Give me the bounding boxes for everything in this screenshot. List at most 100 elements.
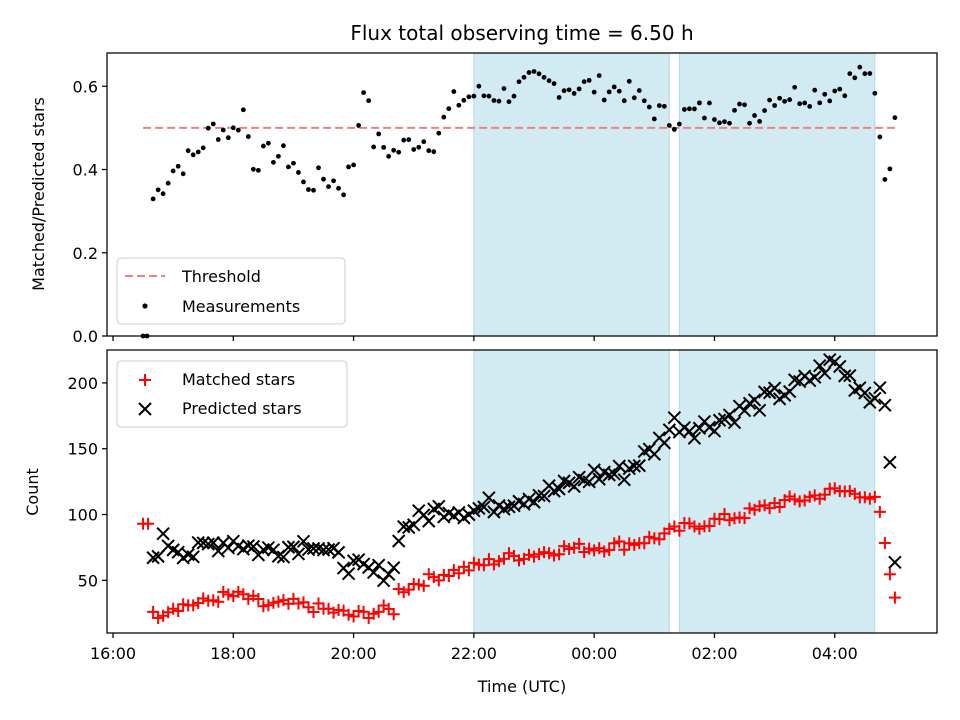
bottom-y-axis-label: Count <box>23 468 42 516</box>
predicted-star-marker <box>206 536 220 550</box>
predicted-star-marker <box>331 545 346 560</box>
predicted-star-marker <box>782 384 797 399</box>
predicted-star-marker <box>632 458 646 473</box>
predicted-star-marker-b <box>737 403 752 418</box>
measurement-point <box>200 145 206 151</box>
matched-star-marker <box>758 499 771 512</box>
predicted-star-marker <box>281 540 296 554</box>
matched-star-marker <box>212 595 225 608</box>
matched-star-marker <box>718 508 731 521</box>
predicted-star-marker-b <box>527 495 541 509</box>
matched-star-marker <box>783 490 796 503</box>
measurement-point <box>531 69 537 74</box>
matched-star-marker <box>432 574 445 587</box>
predicted-star-marker <box>752 403 767 418</box>
measurements-legend-label: Measurements <box>182 297 300 316</box>
matched-star-marker <box>387 608 400 621</box>
predicted-star-marker-b <box>291 547 306 561</box>
measurement-point <box>777 95 783 101</box>
matched-star-marker <box>543 547 556 560</box>
predicted-star-marker-b <box>211 544 225 558</box>
measurement-point <box>190 152 196 158</box>
x-tick-label: 16:00 <box>90 644 136 663</box>
bottom-axes-frame <box>106 349 938 634</box>
top-shaded-intervals <box>473 52 876 337</box>
matched-star-marker <box>868 490 881 503</box>
measurement-point <box>486 93 492 99</box>
measurement-point <box>802 100 808 106</box>
matched-star-marker <box>588 544 601 557</box>
measurement-point <box>165 180 171 186</box>
predicted-star-marker <box>266 543 281 557</box>
y-tick-label: 0.6 <box>73 77 98 96</box>
matched-star-marker <box>372 605 385 618</box>
predicted-star-marker-b <box>868 391 882 406</box>
predicted-star-marker <box>276 550 291 564</box>
measurement-point <box>260 143 266 149</box>
top-panel: 0.0 0.2 0.4 0.6 Matched/Predicted stars Thr… <box>29 52 938 346</box>
predicted-star-marker <box>502 500 516 514</box>
measurement-point <box>476 83 482 89</box>
matched-star-marker <box>598 545 611 558</box>
measurement-point <box>255 167 261 173</box>
predicted-star-marker-b <box>883 455 897 469</box>
measurement-point <box>170 168 176 174</box>
measurement-point <box>812 87 818 93</box>
measurement-point <box>651 116 657 122</box>
matched-legend-swatch <box>139 374 151 386</box>
predicted-star-marker-b <box>687 431 702 445</box>
predicted-star-marker <box>381 567 396 582</box>
measurement-point <box>687 106 692 112</box>
top-y-ticks: 0.0 0.2 0.4 0.6 <box>73 77 107 346</box>
predicted-star-marker-b <box>858 386 872 400</box>
matched-star-marker <box>417 579 430 592</box>
predicted-star-marker-b <box>757 385 772 399</box>
measurement-point <box>391 147 397 153</box>
measurement-point <box>797 101 803 107</box>
matched-star-marker <box>482 553 495 566</box>
measurement-point <box>225 135 231 141</box>
measurement-point <box>782 98 788 104</box>
predicted-star-marker-b <box>657 436 672 450</box>
matched-star-marker <box>197 592 210 605</box>
matched-star-marker <box>467 556 480 569</box>
matched-star-marker <box>207 594 220 607</box>
predicted-star-marker-b <box>346 554 361 568</box>
predicted-star-marker-b <box>281 540 296 554</box>
matched-star-marker <box>367 607 380 620</box>
predicted-star-marker <box>477 500 491 514</box>
matched-star-marker <box>628 538 641 551</box>
predicted-star-marker-b <box>477 500 491 514</box>
measurement-point <box>546 78 552 84</box>
predicted-star-marker-b <box>321 542 336 557</box>
matched-star-marker <box>147 605 160 618</box>
matched-star-marker <box>723 514 736 527</box>
matched-legend-label: Matched stars <box>182 370 295 389</box>
matched-star-marker <box>262 599 275 612</box>
predicted-star-marker-b <box>577 473 591 487</box>
matched-star-marker <box>828 482 841 495</box>
predicted-star-marker-b <box>146 551 160 565</box>
measurement-point <box>872 90 878 96</box>
predicted-star-marker-b <box>818 366 832 380</box>
matched-star-marker <box>558 540 571 553</box>
shaded-interval <box>473 52 670 337</box>
bottom-y-ticks: 50 100 150 200 <box>67 374 107 590</box>
predicted-star-marker-b <box>331 545 346 560</box>
measurement-point <box>656 103 662 109</box>
measurement-point <box>616 88 622 94</box>
predicted-star-marker-b <box>787 373 802 387</box>
predicted-star-marker-b <box>221 541 235 555</box>
measurement-point <box>661 103 667 109</box>
measurement-point <box>215 137 221 142</box>
matched-star-marker <box>512 554 525 567</box>
predicted-star-marker-b <box>231 539 246 553</box>
predicted-star-marker <box>186 550 200 564</box>
matched-star-marker <box>152 611 165 624</box>
matched-star-marker <box>618 543 631 556</box>
predicted-star-marker <box>432 499 446 514</box>
predicted-star-marker-b <box>356 557 371 571</box>
measurement-point <box>205 125 211 131</box>
measurement-point <box>772 103 778 108</box>
measurement-point <box>150 196 156 202</box>
